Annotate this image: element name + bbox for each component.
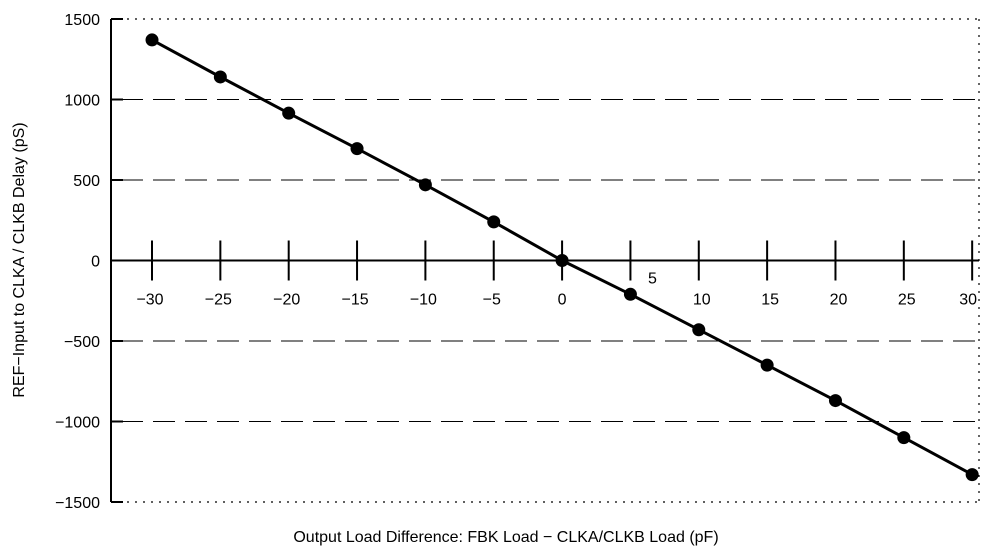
data-point [897,431,911,445]
data-point [350,142,364,156]
data-point [965,468,979,482]
data-point [418,178,432,192]
data-point [282,106,296,120]
data-point [828,394,842,408]
data-point [623,287,637,301]
x-tick-label: 0 [558,292,567,309]
x-tick-label: −20 [273,292,300,309]
y-tick-label: 1500 [64,12,100,29]
y-tick-label: 1000 [64,93,100,110]
x-tick-label: −5 [483,292,501,309]
x-tick-label: 15 [761,292,779,309]
x-tick-label: −15 [341,292,368,309]
x-tick-label: −25 [205,292,232,309]
data-point [145,33,159,47]
y-tick-label: 0 [91,254,100,271]
y-axis-title: REF−Input to CLKA / CLKB Delay (pS) [11,122,28,397]
data-point [760,358,774,372]
x-tick-label: −30 [136,292,163,309]
x-axis-title: Output Load Difference: FBK Load − CLKA/… [293,529,718,546]
data-point [555,254,569,267]
data-point [487,215,501,229]
y-tick-label: −1000 [55,415,100,432]
x-tick-label: 25 [898,292,916,309]
y-tick-label: −500 [64,334,100,351]
label-layer: 1500 1000 500 0 −500 −1000 −1500 −30 −25 −20 −15 −1… [55,12,977,512]
y-tick-label: 500 [73,173,100,190]
x-tick-label: −10 [410,292,437,309]
x-tick-label: 20 [830,292,848,309]
x-tick-label: 5 [648,271,657,288]
x-tick-label: 10 [693,292,711,309]
x-tick-label: 30 [959,292,977,309]
y-tick-label: −1500 [55,495,100,512]
axes-layer [110,18,979,503]
data-point [213,70,227,84]
series-layer [145,33,979,482]
data-point [692,323,706,337]
